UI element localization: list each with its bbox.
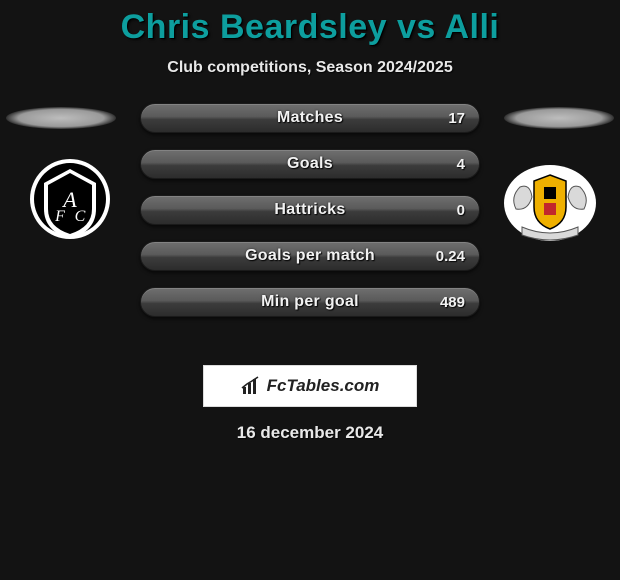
stat-label: Matches — [277, 109, 343, 127]
stat-bars: Matches 17 Goals 4 Hattricks 0 Goals per… — [140, 103, 480, 333]
player-slot-shadow-right — [504, 107, 614, 129]
stat-bar-goals-per-match: Goals per match 0.24 — [140, 241, 480, 271]
comparison-arena: A F C Matches 17 Goals 4 Hattricks 0 — [0, 107, 620, 347]
stat-bar-goals: Goals 4 — [140, 149, 480, 179]
stat-label: Min per goal — [261, 293, 359, 311]
stat-value-right: 0 — [457, 202, 465, 219]
stat-value-right: 0.24 — [436, 248, 465, 265]
stat-value-right: 489 — [440, 294, 465, 311]
shield-icon: A F C — [20, 157, 120, 257]
brand-badge[interactable]: FcTables.com — [203, 365, 417, 407]
player-slot-shadow-left — [6, 107, 116, 129]
brand-name: FcTables.com — [267, 376, 380, 396]
stat-label: Goals — [287, 155, 333, 173]
stat-bar-hattricks: Hattricks 0 — [140, 195, 480, 225]
stat-label: Goals per match — [245, 247, 375, 265]
stat-value-right: 4 — [457, 156, 465, 173]
stat-bar-min-per-goal: Min per goal 489 — [140, 287, 480, 317]
svg-text:C: C — [75, 208, 86, 225]
club-crest-left: A F C — [20, 157, 120, 257]
heraldic-crest-icon — [500, 157, 600, 257]
snapshot-date: 16 december 2024 — [0, 423, 620, 443]
stat-bar-matches: Matches 17 — [140, 103, 480, 133]
subtitle: Club competitions, Season 2024/2025 — [0, 59, 620, 77]
stat-label: Hattricks — [274, 201, 345, 219]
bar-chart-icon — [241, 376, 261, 396]
stat-value-right: 17 — [448, 110, 465, 127]
page-title: Chris Beardsley vs Alli — [0, 0, 620, 47]
club-crest-right — [500, 157, 600, 257]
svg-text:F: F — [54, 208, 65, 225]
